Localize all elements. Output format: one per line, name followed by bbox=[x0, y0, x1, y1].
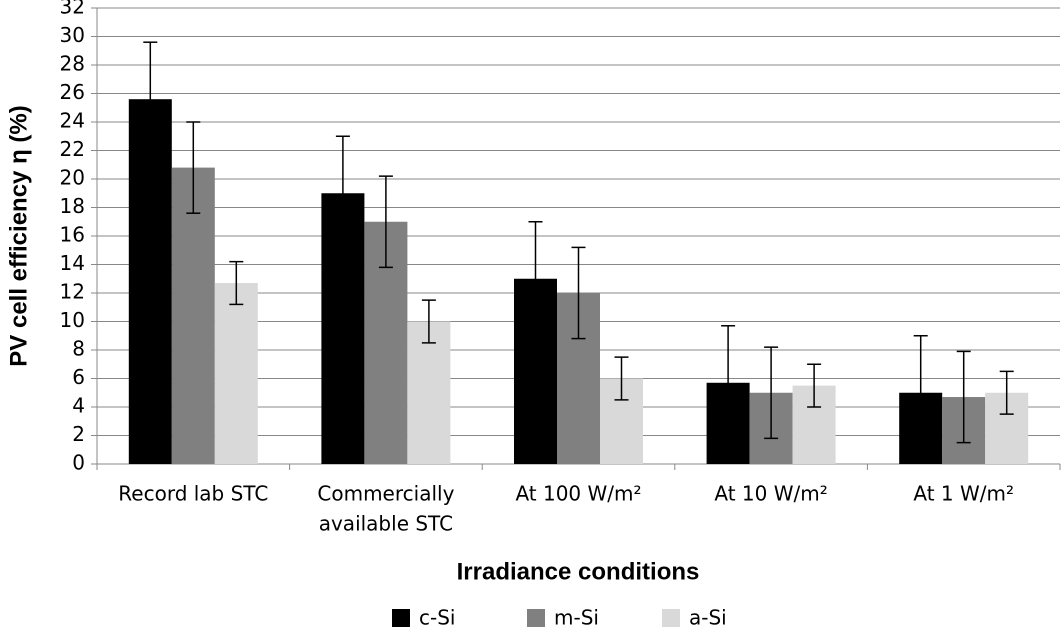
y-axis-label: PV cell efficiency η (%) bbox=[5, 105, 32, 366]
legend-swatch bbox=[392, 609, 410, 627]
error-bar bbox=[807, 363, 822, 408]
error-bar bbox=[764, 346, 779, 440]
x-tick-label: Record lab STC bbox=[118, 482, 268, 506]
error-bar bbox=[378, 175, 393, 269]
y-tick-label: 24 bbox=[60, 109, 85, 133]
y-tick-label: 8 bbox=[72, 337, 85, 361]
error-bar bbox=[721, 325, 736, 441]
error-bar bbox=[913, 335, 928, 451]
y-tick-label: 30 bbox=[60, 23, 85, 47]
error-bar bbox=[528, 221, 543, 337]
y-tick-label: 4 bbox=[72, 394, 85, 418]
error-bar bbox=[229, 260, 244, 306]
x-tick-label: At 1 W/m² bbox=[913, 482, 1014, 506]
y-tick-label: 12 bbox=[60, 280, 85, 304]
x-tick-label: At 100 W/m² bbox=[515, 482, 641, 506]
bar bbox=[171, 167, 215, 464]
x-tick-label: At 10 W/m² bbox=[714, 482, 827, 506]
error-bar bbox=[614, 356, 629, 401]
error-bar bbox=[421, 299, 436, 344]
error-bar bbox=[186, 121, 201, 214]
y-tick-label: 10 bbox=[60, 308, 85, 332]
y-tick-label: 28 bbox=[60, 52, 85, 76]
legend-swatch bbox=[527, 609, 545, 627]
bar bbox=[407, 321, 451, 464]
y-tick-label: 32 bbox=[60, 0, 85, 19]
y-tick-label: 26 bbox=[60, 80, 85, 104]
legend-label: m-Si bbox=[554, 606, 599, 630]
bar bbox=[128, 99, 172, 464]
x-tick-label: available STC bbox=[319, 512, 453, 536]
x-tick-label: Commercially bbox=[317, 482, 454, 506]
error-bar bbox=[143, 41, 158, 157]
error-bar bbox=[999, 370, 1014, 415]
error-bar bbox=[571, 246, 586, 340]
y-tick-label: 6 bbox=[72, 365, 85, 389]
legend-swatch bbox=[662, 609, 680, 627]
y-tick-label: 18 bbox=[60, 194, 85, 218]
y-tick-label: 20 bbox=[60, 166, 85, 190]
y-tick-label: 22 bbox=[60, 137, 85, 161]
y-tick-label: 0 bbox=[72, 451, 85, 475]
legend-label: a-Si bbox=[689, 606, 727, 630]
y-tick-label: 2 bbox=[72, 422, 85, 446]
bar bbox=[214, 283, 258, 464]
legend-label: c-Si bbox=[419, 606, 455, 630]
error-bar bbox=[956, 350, 971, 444]
y-tick-label: 16 bbox=[60, 223, 85, 247]
error-bar bbox=[335, 135, 350, 251]
x-axis-label: Irradiance conditions bbox=[457, 558, 700, 585]
y-tick-label: 14 bbox=[60, 251, 85, 275]
